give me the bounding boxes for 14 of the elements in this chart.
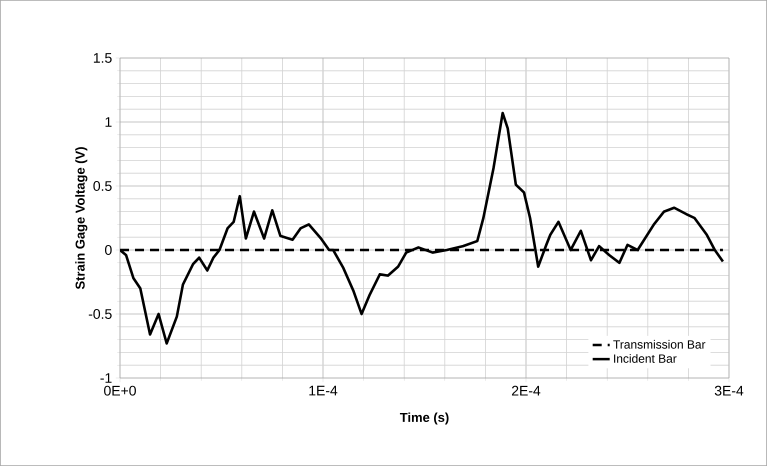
y-tick-label: 1.5 (94, 53, 112, 63)
legend-label: Incident Bar (614, 354, 677, 363)
y-tick-label: -0.5 (88, 309, 112, 319)
y-tick-label: -1 (100, 373, 112, 383)
y-axis-title: Strain Gage Voltage (V) (75, 147, 88, 290)
x-tick-label: 3E-4 (714, 386, 744, 396)
x-tick-label: 0E+0 (104, 386, 136, 396)
y-tick-label: 1 (106, 117, 112, 127)
x-tick-label: 2E-4 (512, 386, 540, 396)
x-tick-label: 1E-4 (309, 386, 338, 396)
legend-label: Transmission Bar (613, 340, 706, 349)
y-tick-label: 0 (105, 245, 112, 255)
y-tick-label: 0.5 (93, 181, 112, 191)
x-axis-title: Time (s) (400, 412, 449, 425)
